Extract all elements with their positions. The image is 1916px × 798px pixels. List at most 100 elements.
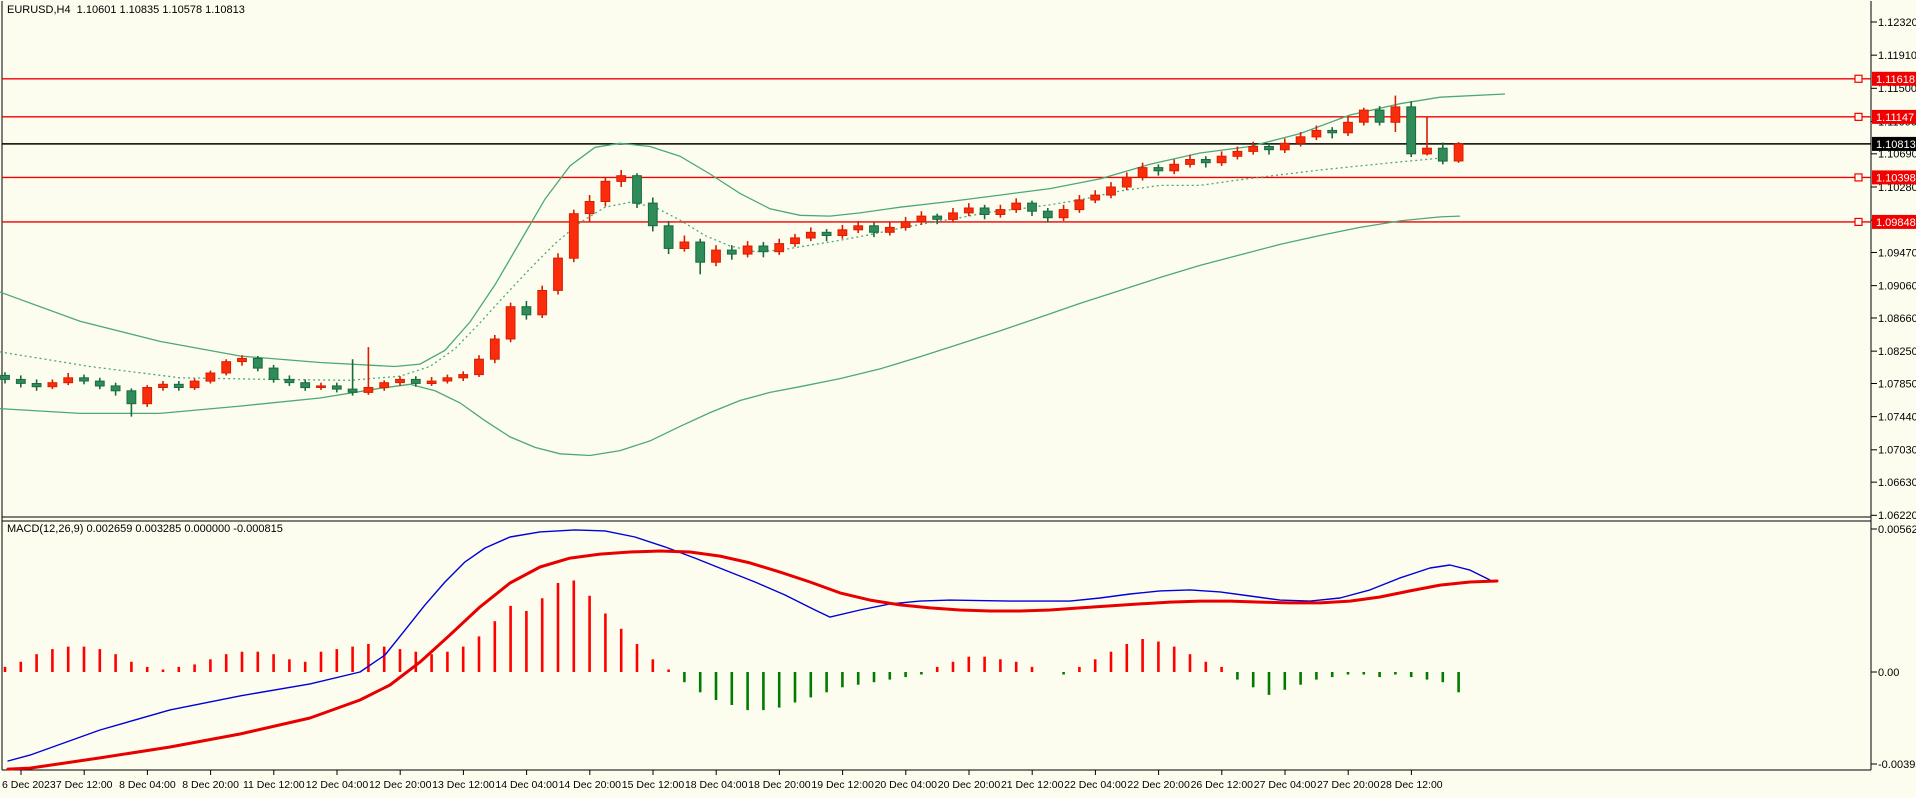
candle xyxy=(932,215,943,220)
candle xyxy=(47,382,58,388)
candle xyxy=(158,383,168,388)
candle xyxy=(1153,167,1164,172)
time-axis-label: 19 Dec 12:00 xyxy=(811,779,874,791)
candle xyxy=(679,241,690,249)
candlestick-series xyxy=(0,95,1464,417)
price-axis-label: 1.11910 xyxy=(1878,50,1916,62)
candle xyxy=(1027,202,1037,212)
svg-text:1.09848: 1.09848 xyxy=(1876,217,1916,229)
time-axis-label: 8 Dec 20:00 xyxy=(182,779,239,791)
time-axis-label: 14 Dec 20:00 xyxy=(559,779,622,791)
candle xyxy=(395,378,405,384)
candle xyxy=(584,201,595,215)
candle xyxy=(742,245,753,255)
candle xyxy=(94,380,105,387)
candle xyxy=(173,383,184,388)
candle xyxy=(379,382,390,389)
time-axis-label: 18 Dec 04:00 xyxy=(685,779,748,791)
price-axis-label: 1.09470 xyxy=(1878,247,1916,259)
candle xyxy=(221,361,232,374)
time-axis-label: 27 Dec 04:00 xyxy=(1254,779,1317,791)
candle xyxy=(15,378,26,384)
candle xyxy=(142,387,153,405)
candle xyxy=(252,357,263,369)
candle xyxy=(110,385,121,392)
candle xyxy=(1374,109,1385,123)
candle xyxy=(1011,202,1022,211)
candle xyxy=(31,383,42,388)
price-axis[interactable]: 1.123201.119101.115001.110901.106901.102… xyxy=(1871,17,1916,771)
candle xyxy=(458,374,469,379)
candle xyxy=(268,367,279,380)
svg-text:1.11618: 1.11618 xyxy=(1876,74,1915,86)
candle xyxy=(663,225,674,249)
candle xyxy=(695,241,706,263)
price-axis-label: 1.06630 xyxy=(1878,477,1916,489)
candle xyxy=(189,380,200,389)
candle xyxy=(1343,121,1353,134)
candle xyxy=(300,382,311,389)
time-axis-label: 12 Dec 04:00 xyxy=(306,779,369,791)
time-axis-label: 14 Dec 04:00 xyxy=(495,779,558,791)
time-axis-label: 21 Dec 12:00 xyxy=(1001,779,1064,791)
candle xyxy=(1390,106,1401,123)
price-axis-label: 1.10690 xyxy=(1878,149,1916,161)
candle xyxy=(869,225,879,233)
candle xyxy=(79,377,89,382)
candle xyxy=(1200,159,1211,164)
candle xyxy=(347,388,358,393)
line-drag-handle[interactable] xyxy=(1854,112,1863,121)
candle xyxy=(331,385,342,390)
candle xyxy=(474,358,484,376)
line-drag-handle[interactable] xyxy=(1854,217,1863,227)
time-axis-label: 15 Dec 12:00 xyxy=(622,779,685,791)
line-drag-handle[interactable] xyxy=(1854,173,1863,182)
price-axis-label: 1.07850 xyxy=(1878,378,1916,390)
line-price-badge: 1.10398 xyxy=(1872,170,1916,185)
bollinger-upper-band xyxy=(0,93,1506,368)
time-axis-label: 26 Dec 12:00 xyxy=(1191,779,1254,791)
candle xyxy=(410,378,421,384)
time-axis-label: 22 Dec 20:00 xyxy=(1127,779,1190,791)
candle xyxy=(521,306,532,316)
candle xyxy=(853,225,864,231)
time-axis-label: 28 Dec 12:00 xyxy=(1380,779,1443,791)
candle xyxy=(821,231,832,237)
candle xyxy=(1090,194,1101,201)
time-axis-label: 27 Dec 20:00 xyxy=(1317,779,1380,791)
price-axis-label: 1.11500 xyxy=(1878,83,1916,95)
candle xyxy=(711,249,721,263)
time-axis[interactable]: 6 Dec 2023 7 Dec 12:00 8 Dec 04:00 8 Dec 20… xyxy=(2,770,1443,791)
time-axis-label: 11 Dec 12:00 xyxy=(243,779,305,791)
line-price-badge: 1.09848 xyxy=(1872,214,1916,229)
candle xyxy=(1453,143,1464,162)
candle xyxy=(1137,167,1148,178)
candle xyxy=(553,257,563,291)
candle xyxy=(774,243,785,253)
time-axis-label: 6 Dec 2023 xyxy=(2,779,56,791)
candle xyxy=(948,212,958,220)
candle xyxy=(1311,129,1322,138)
candle xyxy=(1264,146,1274,151)
svg-text:1.10813: 1.10813 xyxy=(1876,139,1916,151)
candle xyxy=(1121,176,1132,188)
time-axis-label: 12 Dec 20:00 xyxy=(369,779,432,791)
candle xyxy=(1232,150,1243,157)
macd-axis-label: 0.005626 xyxy=(1878,524,1916,536)
candle xyxy=(1358,109,1369,123)
macd-axis-label: 0.00 xyxy=(1878,667,1899,679)
candle xyxy=(1406,106,1417,155)
candle xyxy=(916,215,927,223)
candle xyxy=(884,226,895,233)
svg-text:1.10398: 1.10398 xyxy=(1876,172,1916,184)
candle xyxy=(995,209,1006,216)
candle xyxy=(1437,147,1448,162)
time-axis-label: 13 Dec 12:00 xyxy=(432,779,495,791)
line-drag-handle[interactable] xyxy=(1854,74,1863,83)
macd-main-line xyxy=(7,529,1491,762)
time-axis-label: 8 Dec 04:00 xyxy=(119,779,176,791)
time-axis-label: 20 Dec 20:00 xyxy=(938,779,1001,791)
candle xyxy=(0,374,10,380)
